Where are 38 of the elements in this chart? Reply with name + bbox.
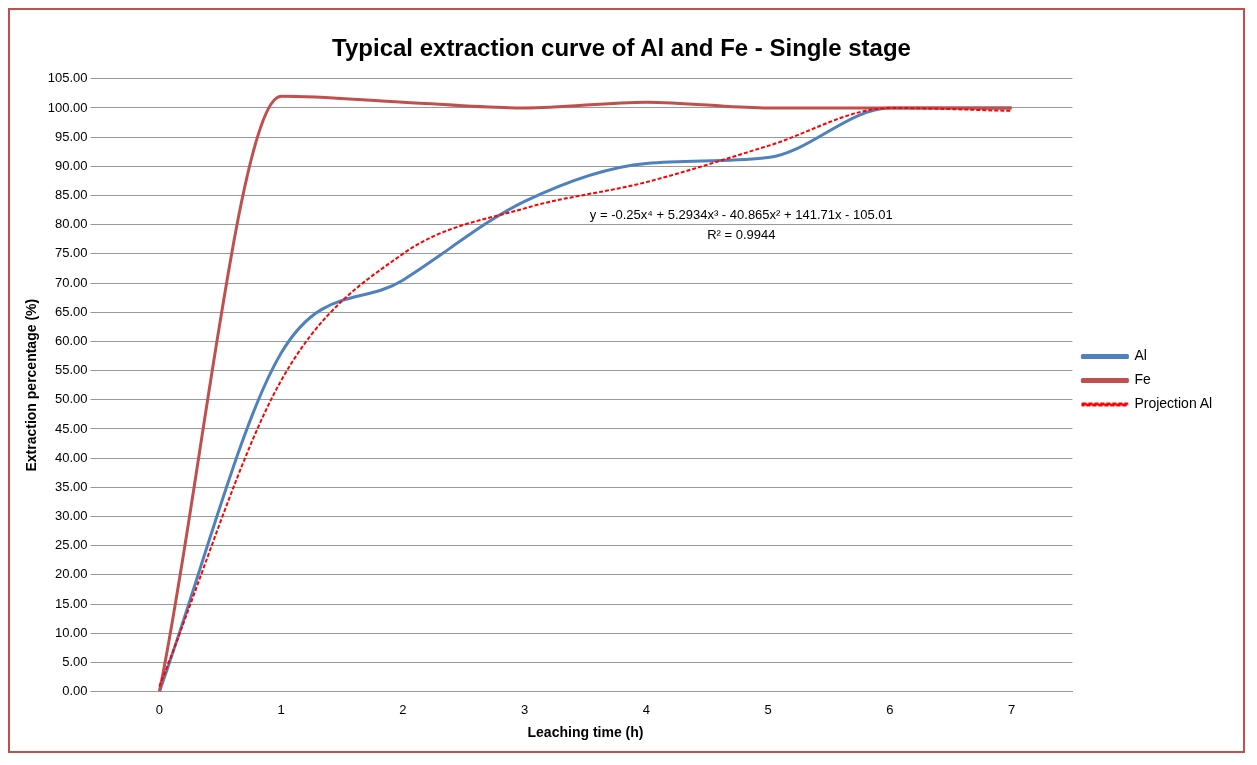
x-axis-title: Leaching time (h) bbox=[527, 724, 644, 741]
y-tick-label: 50.00 bbox=[55, 391, 88, 407]
y-tick-label: 100.00 bbox=[47, 99, 88, 115]
y-tick-label: 60.00 bbox=[55, 333, 88, 349]
y-tick-label: 20.00 bbox=[55, 566, 88, 582]
y-tick-label: 95.00 bbox=[55, 128, 88, 144]
chart-title: Typical extraction curve of Al and Fe - Single stage bbox=[332, 34, 911, 62]
y-tick-label: 65.00 bbox=[55, 303, 88, 319]
y-tick-label: 30.00 bbox=[55, 508, 88, 524]
x-tick-label: 7 bbox=[1007, 701, 1016, 717]
x-tick-label: 3 bbox=[521, 701, 529, 717]
y-tick-label: 85.00 bbox=[55, 187, 88, 203]
x-tick-label: 6 bbox=[886, 701, 894, 717]
y-tick-label: 25.00 bbox=[55, 537, 88, 553]
y-tick-label: 40.00 bbox=[55, 449, 88, 465]
annotation: R² = 0.9944 bbox=[707, 226, 776, 242]
y-tick-label: 15.00 bbox=[55, 595, 88, 611]
annotation: y = -0.25x⁴ + 5.2934x³ - 40.865x² + 141.71x - 105.01 bbox=[589, 206, 893, 222]
legend-label: Al bbox=[1134, 347, 1147, 364]
y-tick-label: 45.00 bbox=[55, 420, 88, 436]
y-tick-label: 0.00 bbox=[62, 683, 88, 699]
legend-label: Projection Al bbox=[1134, 395, 1213, 412]
legend-label: Fe bbox=[1134, 371, 1151, 388]
x-tick-label: 1 bbox=[277, 701, 285, 717]
y-tick-label: 55.00 bbox=[55, 362, 88, 378]
x-tick-label: 5 bbox=[764, 701, 772, 717]
x-tick-label: 2 bbox=[399, 701, 407, 717]
y-axis-title: Extraction percentage (%) bbox=[23, 298, 40, 472]
x-tick-label: 0 bbox=[155, 701, 164, 717]
y-tick-label: 80.00 bbox=[55, 216, 88, 232]
y-tick-label: 105.00 bbox=[47, 70, 88, 86]
y-tick-label: 5.00 bbox=[62, 654, 88, 669]
y-tick-label: 35.00 bbox=[55, 478, 88, 494]
y-tick-label: 70.00 bbox=[55, 274, 88, 290]
x-tick-label: 4 bbox=[642, 701, 650, 717]
y-tick-label: 90.00 bbox=[55, 157, 88, 173]
y-tick-label: 10.00 bbox=[55, 624, 88, 640]
y-tick-label: 75.00 bbox=[55, 245, 88, 261]
